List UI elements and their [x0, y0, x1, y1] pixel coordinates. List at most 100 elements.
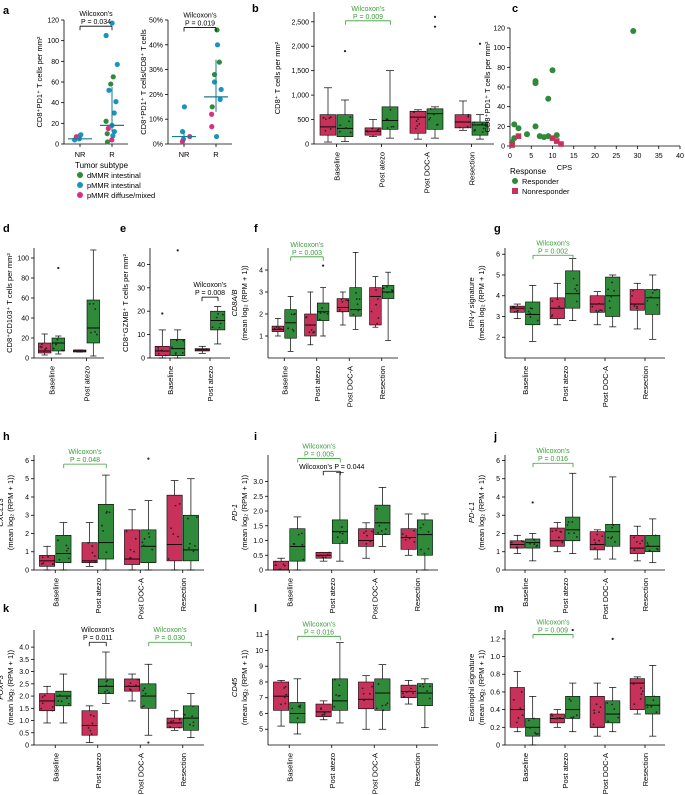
- jitter-point: [58, 558, 61, 561]
- jitter-point: [429, 117, 432, 119]
- y-tick-label: 0%: [153, 142, 163, 149]
- data-point: [114, 61, 120, 68]
- responder-box: [416, 683, 433, 706]
- gene-label: Eosinophil signature: [467, 654, 476, 722]
- jitter-point: [128, 685, 130, 687]
- jitter-point: [554, 717, 557, 720]
- x-tick-label: Post atezo: [94, 578, 103, 613]
- jitter-point: [467, 113, 470, 116]
- legend-marker: [512, 188, 518, 194]
- jitter-point: [534, 541, 537, 544]
- responder-box: [289, 702, 306, 724]
- jitter-point: [291, 328, 294, 331]
- gene-label: PD-L1: [467, 502, 476, 523]
- y-tick-label: 40: [137, 262, 145, 269]
- jitter-point: [341, 540, 344, 543]
- responder-box: [381, 106, 399, 130]
- jitter-point: [178, 721, 181, 724]
- jitter-point: [91, 722, 94, 725]
- x-tick-label: Baseline: [51, 753, 60, 782]
- jitter-point: [521, 714, 524, 717]
- panel-g: g 2 3 4 5 6 IFN-γ signature (mean log₂ (RPM + 1…: [467, 223, 665, 407]
- data-point: [113, 99, 119, 105]
- jitter-point: [60, 700, 63, 703]
- jitter-point: [420, 548, 422, 551]
- jitter-point: [556, 298, 559, 301]
- jitter-point: [529, 307, 532, 310]
- outlier-point: [161, 312, 164, 315]
- jitter-point: [43, 694, 46, 697]
- jitter-point: [634, 303, 636, 306]
- jitter-point: [520, 539, 523, 542]
- jitter-point: [284, 702, 287, 705]
- y-tick-label: 1.0: [490, 654, 500, 661]
- jitter-point: [143, 687, 146, 690]
- jitter-point: [512, 698, 515, 701]
- jitter-point: [614, 540, 616, 543]
- significance-label: Wilcoxon's: [302, 621, 336, 628]
- jitter-point: [375, 303, 378, 306]
- jitter-point: [429, 108, 432, 110]
- jitter-point: [529, 727, 531, 729]
- jitter-point: [125, 530, 128, 533]
- y-tick-label: 0.5: [253, 553, 263, 560]
- panel-letter: l: [254, 603, 257, 615]
- nonresponder-box: [409, 110, 427, 134]
- jitter-point: [607, 720, 609, 723]
- jitter-point: [404, 538, 407, 541]
- y-tick-label: 2,500: [291, 19, 309, 26]
- responder-box: [605, 276, 621, 317]
- jitter-point: [416, 124, 419, 127]
- x-tick-label: Baseline: [285, 753, 294, 782]
- jitter-point: [369, 540, 372, 543]
- panel-h: h 0 1 2 3 4 5 6 CXCL13 (mean log₂ (RPM + 1)) Basel…: [0, 431, 204, 619]
- x-tick-label: Resection: [413, 578, 422, 611]
- jitter-point: [328, 551, 331, 554]
- jitter-point: [44, 348, 47, 351]
- jitter-point: [74, 349, 77, 352]
- jitter-point: [550, 713, 553, 716]
- jitter-point: [143, 704, 145, 707]
- y-tick-label: 2.0: [19, 694, 29, 701]
- jitter-point: [341, 310, 344, 313]
- x-tick-label: Post DOC-A: [601, 366, 610, 407]
- jitter-point: [511, 306, 514, 309]
- panel-b: b 0 500 1,000 1,500 2,000 2,500 CD8⁺ T cells pe…: [252, 3, 494, 193]
- y-tick-label: 5: [496, 272, 500, 279]
- y-tick-label: 100: [493, 45, 505, 52]
- jitter-point: [151, 548, 154, 551]
- jitter-point: [293, 543, 296, 545]
- jitter-point: [654, 289, 656, 292]
- y-tick-label: 40: [21, 316, 29, 323]
- jitter-point: [570, 716, 572, 719]
- nonresponder-box: [629, 678, 645, 710]
- legend-title: Tumor subtype: [75, 161, 129, 170]
- x-tick-label: Post DOC-A: [136, 753, 145, 794]
- jitter-point: [322, 556, 324, 559]
- jitter-point: [601, 535, 604, 537]
- significance-label: Wilcoxon's: [290, 242, 324, 249]
- jitter-point: [319, 312, 322, 315]
- y-tick-label: 20: [137, 309, 145, 316]
- responder-point: [515, 125, 522, 132]
- y-tick-label: 0: [25, 356, 29, 363]
- jitter-point: [169, 725, 172, 728]
- y-axis-label: CD8⁺PD1⁺ T cells/CD8⁺ T cells: [139, 29, 148, 135]
- significance-label: Wilcoxon's: [81, 627, 115, 634]
- jitter-point: [606, 702, 609, 704]
- jitter-point: [43, 350, 46, 353]
- y-tick-label: 50%: [149, 18, 163, 25]
- jitter-point: [417, 118, 420, 120]
- x-tick-label: Baseline: [521, 578, 530, 607]
- jitter-point: [656, 303, 659, 306]
- jitter-point: [329, 116, 332, 118]
- y-axis-label: (mean log₂ (RPM + 1)): [6, 649, 15, 725]
- jitter-point: [340, 526, 343, 528]
- jitter-point: [174, 504, 177, 507]
- jitter-point: [283, 564, 286, 567]
- outlier-point: [147, 457, 150, 460]
- jitter-point: [41, 702, 44, 705]
- y-tick-label: 0: [141, 356, 145, 363]
- jitter-point: [177, 535, 179, 538]
